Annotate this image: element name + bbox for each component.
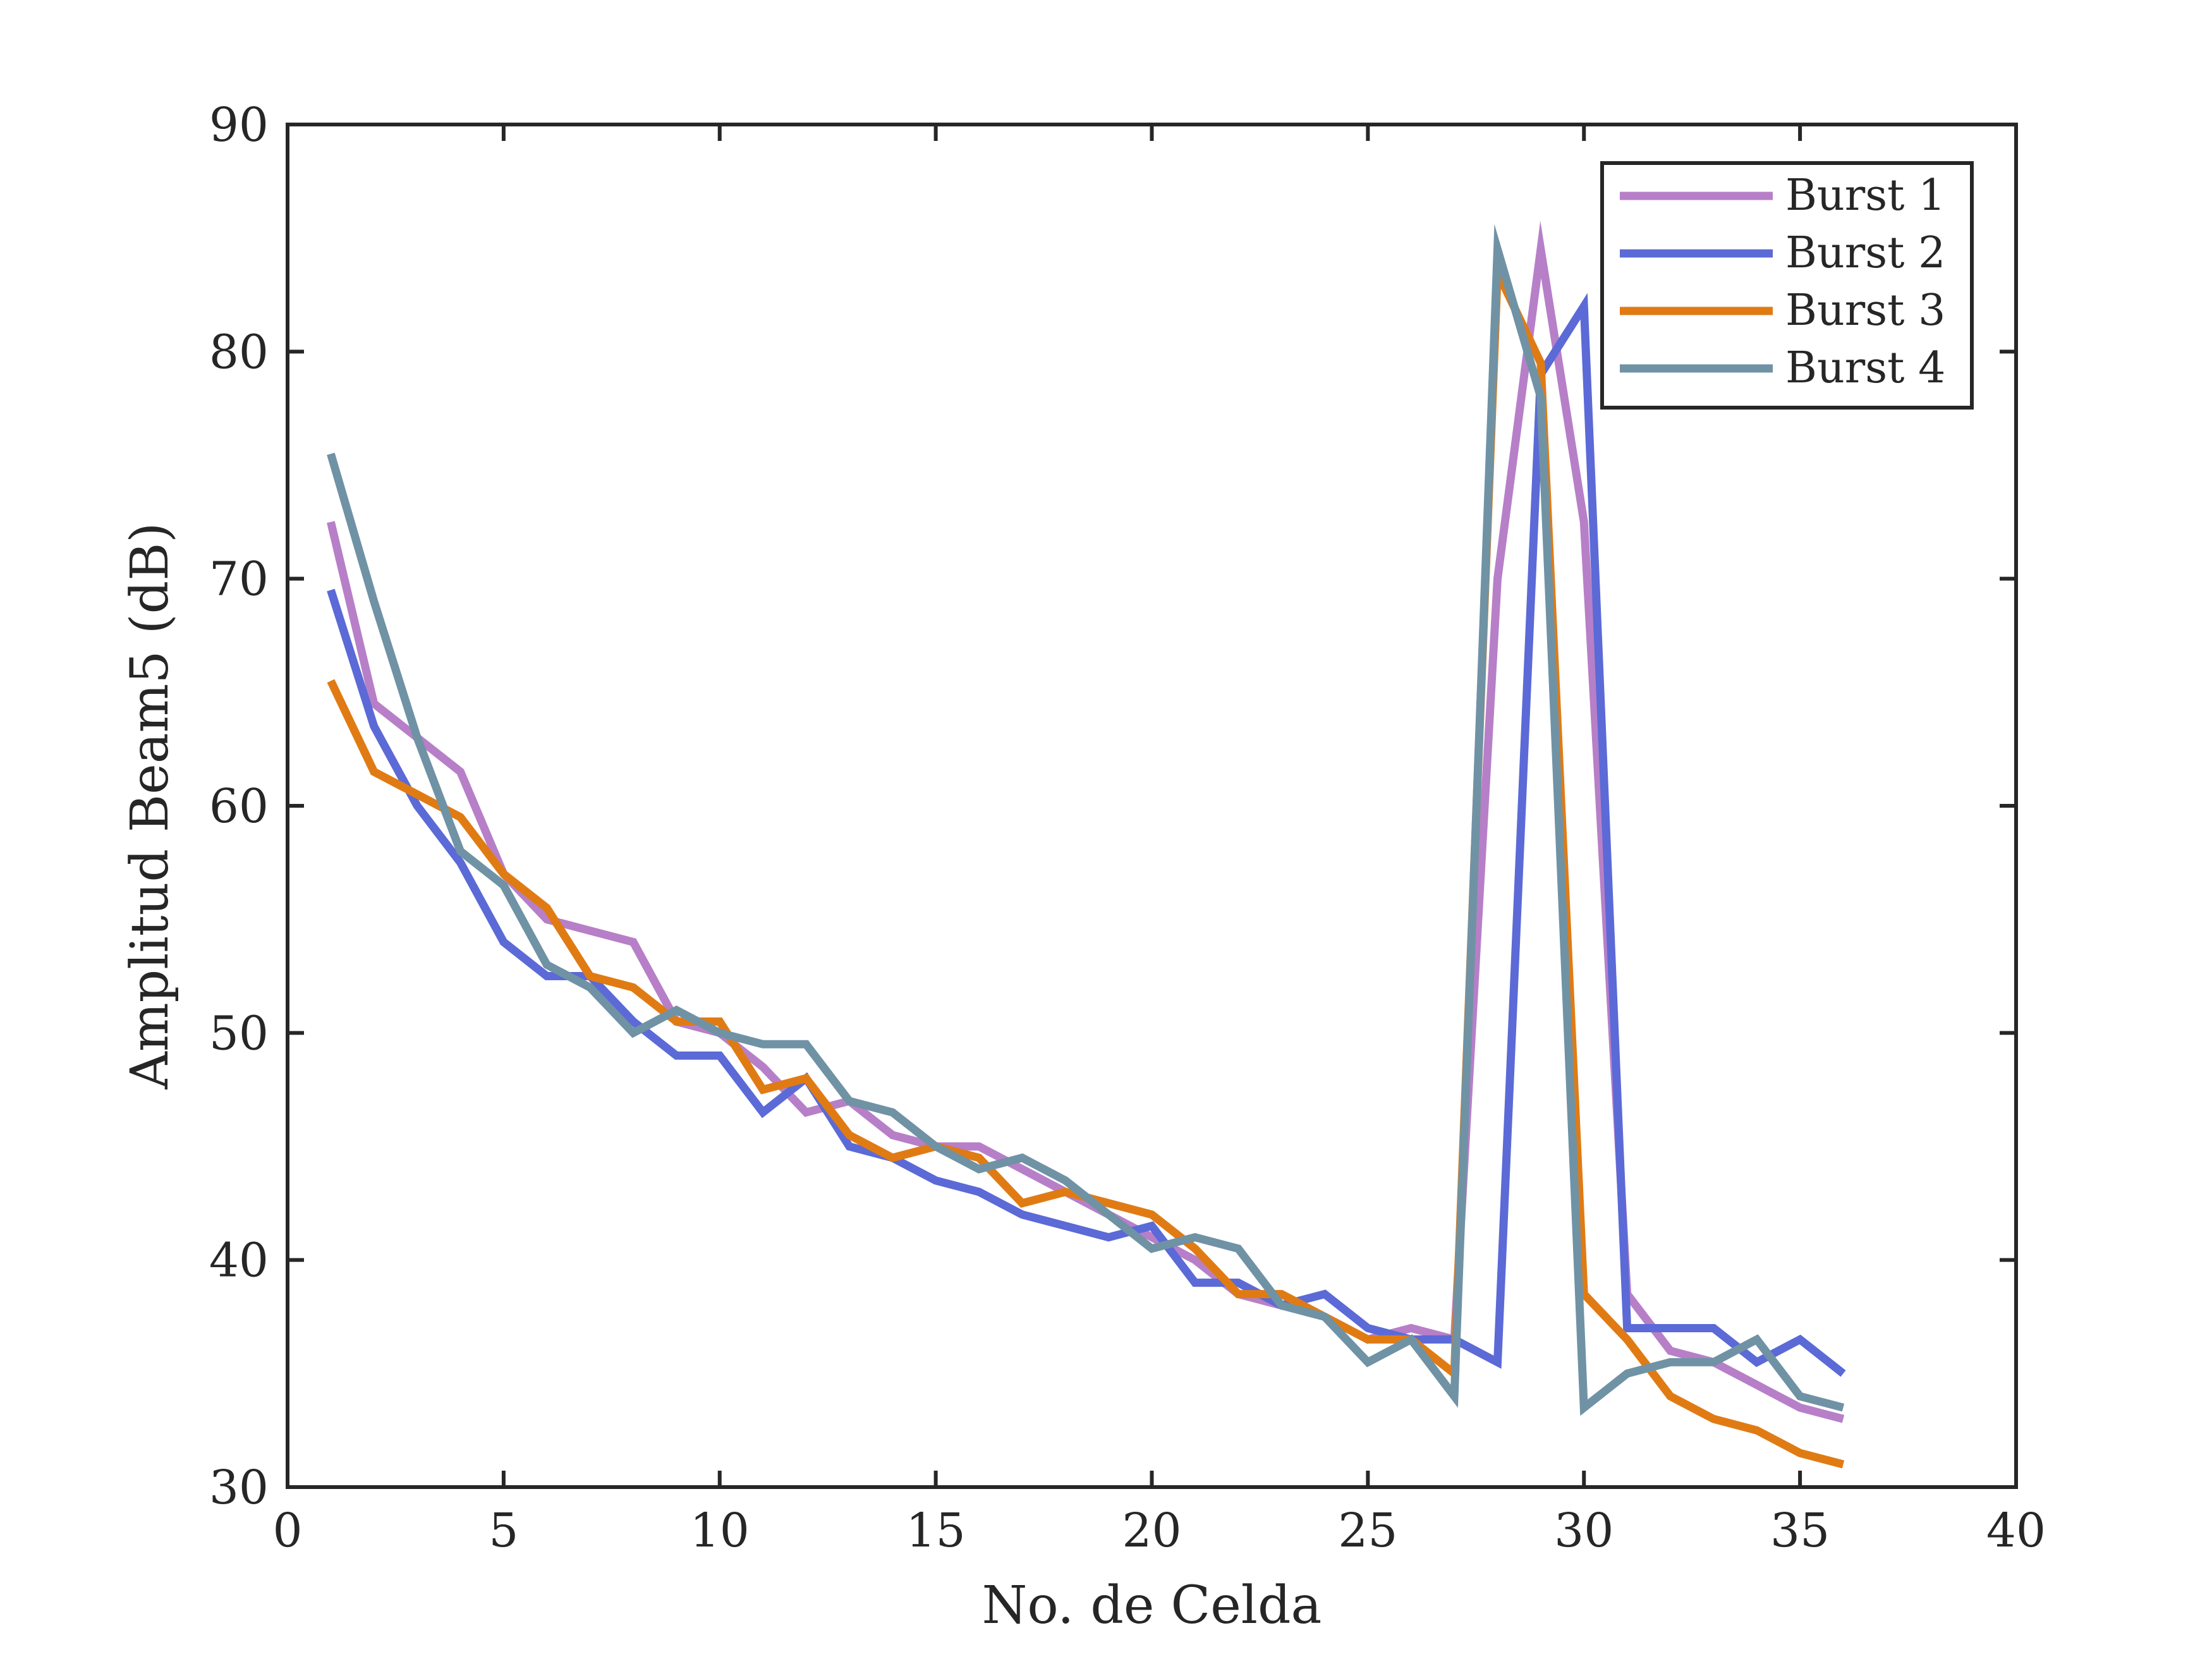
plot-area: [327, 221, 1846, 1469]
x-tick-label: 20: [1122, 1504, 1181, 1558]
series-line-burst-2: [327, 293, 1846, 1377]
legend-label: Burst 1: [1785, 171, 1945, 221]
y-tick-label: 30: [209, 1461, 269, 1515]
legend-label: Burst 2: [1785, 228, 1945, 278]
y-tick-label: 60: [209, 779, 269, 834]
legend-label: Burst 3: [1785, 286, 1945, 336]
y-tick-label: 90: [209, 98, 269, 152]
y-tick-label: 70: [209, 552, 269, 607]
x-tick-label: 5: [489, 1504, 518, 1558]
x-axis-label: No. de Celda: [982, 1576, 1322, 1636]
series-line-burst-1: [327, 221, 1845, 1423]
tick-labels: 0 5 10 15 20 25 30 35 40 30 40 50 60 70 80 90: [209, 98, 2046, 1558]
series-line-burst-4: [327, 224, 1845, 1416]
legend: Burst 1 Burst 2 Burst 3 Burst 4: [1600, 161, 1974, 410]
y-tick-label: 40: [209, 1234, 269, 1288]
x-tick-label: 35: [1770, 1504, 1830, 1558]
axes-box: [286, 123, 2018, 1489]
series-line-burst-3: [327, 255, 1845, 1469]
x-tick-label: 15: [906, 1504, 966, 1558]
x-tick-label: 10: [690, 1504, 750, 1558]
x-tick-label: 30: [1554, 1504, 1613, 1558]
y-axis-label: Amplitud Beam5 (dB): [120, 523, 180, 1090]
legend-label: Burst 4: [1785, 343, 1945, 393]
x-tick-label: 0: [272, 1504, 302, 1558]
x-tick-label: 25: [1338, 1504, 1397, 1558]
x-tick-label: 40: [1986, 1504, 2046, 1558]
y-tick-label: 80: [209, 325, 269, 379]
y-tick-label: 50: [209, 1006, 269, 1060]
